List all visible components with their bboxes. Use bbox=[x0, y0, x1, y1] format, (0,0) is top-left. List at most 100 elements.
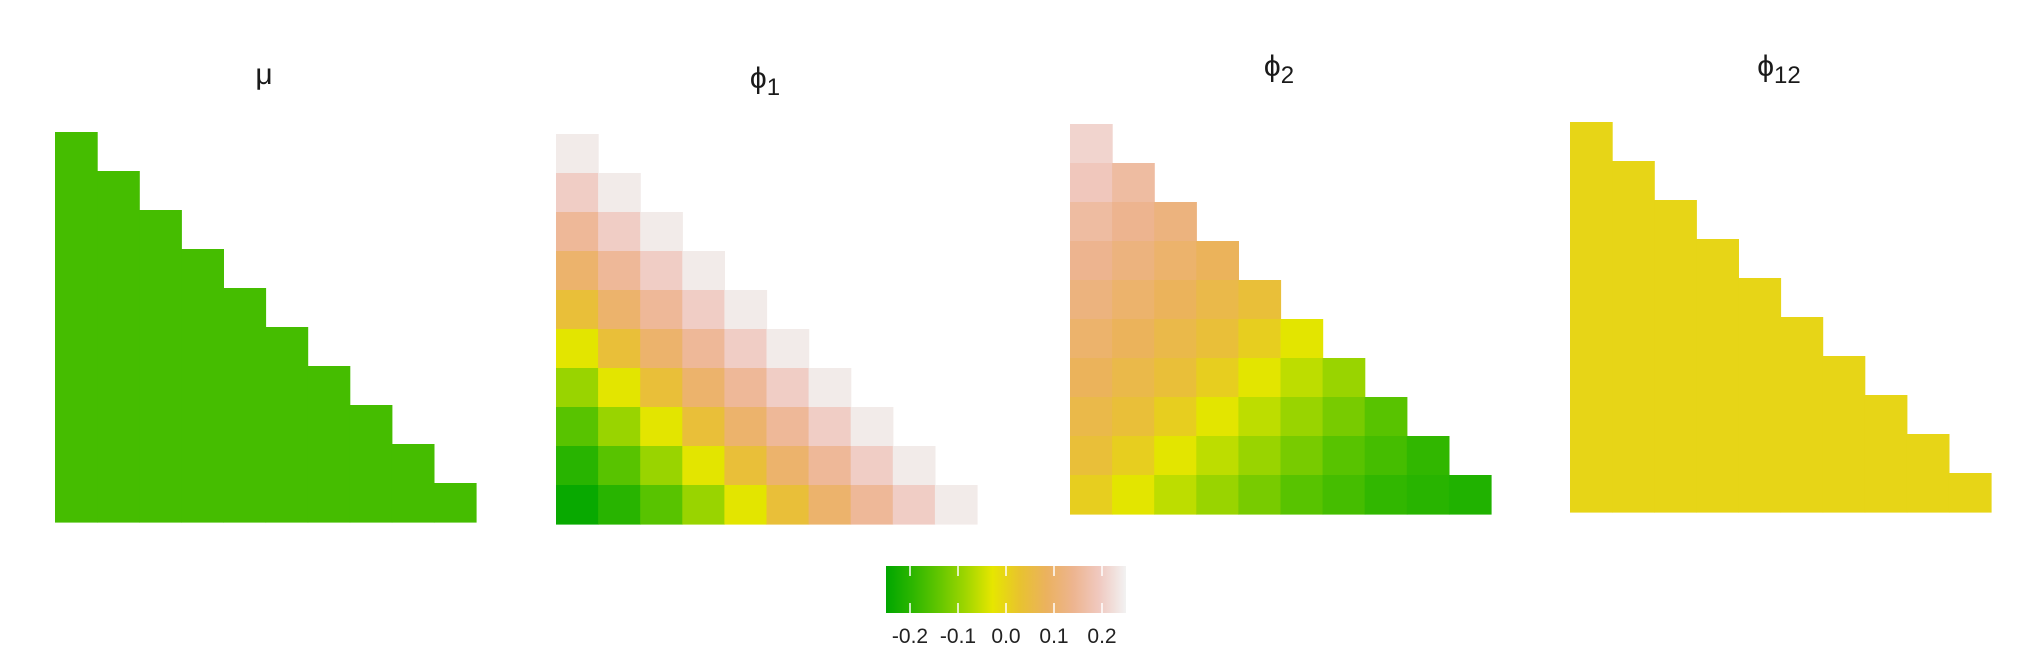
heatmap-cell bbox=[808, 368, 852, 408]
heatmap-cell bbox=[640, 485, 683, 525]
heatmap-cell bbox=[598, 485, 641, 525]
heatmap-cell bbox=[1780, 395, 1824, 435]
heatmap-panel: ϕ12 bbox=[1570, 50, 1992, 513]
heatmap-cell bbox=[1364, 436, 1408, 476]
heatmap-cell bbox=[1612, 317, 1655, 357]
heatmap-cell bbox=[1196, 358, 1239, 398]
heatmap-cell bbox=[1238, 280, 1282, 320]
heatmap-cell bbox=[808, 407, 852, 447]
heatmap-cell bbox=[181, 249, 224, 289]
heatmap-cell bbox=[1864, 395, 1908, 435]
heatmap-cell bbox=[1238, 475, 1282, 515]
heatmap-cell bbox=[223, 327, 267, 367]
heatmap-panel: ϕ1 bbox=[556, 62, 978, 525]
panel-title: ϕ2 bbox=[1264, 50, 1294, 89]
heatmap-cell bbox=[139, 288, 182, 328]
heatmap-cell bbox=[1112, 202, 1155, 242]
heatmap-cell bbox=[181, 405, 224, 445]
heatmap-cell bbox=[1238, 319, 1282, 359]
heatmap-cell bbox=[1154, 475, 1197, 515]
heatmap-cell bbox=[1612, 434, 1655, 474]
heatmap-cell bbox=[1406, 475, 1450, 515]
heatmap-cell bbox=[556, 485, 599, 525]
heatmap-cell bbox=[1112, 163, 1155, 203]
heatmap-cell bbox=[1696, 239, 1739, 279]
heatmap-cell bbox=[598, 368, 641, 408]
heatmap-cell bbox=[1154, 436, 1197, 476]
heatmap-cell bbox=[1738, 278, 1782, 318]
heatmap-cell bbox=[598, 251, 641, 291]
heatmap-cell bbox=[724, 485, 768, 525]
heatmap-cell bbox=[1238, 436, 1282, 476]
heatmap-cell bbox=[1906, 434, 1950, 474]
heatmap-cell bbox=[391, 444, 435, 484]
heatmap-cell bbox=[55, 444, 98, 484]
heatmap-cell bbox=[598, 173, 641, 213]
heatmap-cell bbox=[1196, 319, 1239, 359]
heatmap-cell bbox=[1196, 241, 1239, 281]
heatmap-cell bbox=[724, 329, 768, 369]
panel-title: ϕ12 bbox=[1757, 50, 1801, 89]
heatmap-cell bbox=[934, 485, 978, 525]
heatmap-cell bbox=[223, 405, 267, 445]
heatmap-cell bbox=[1070, 319, 1113, 359]
heatmap-cell bbox=[556, 368, 599, 408]
heatmap-cell bbox=[1070, 397, 1113, 437]
heatmap-cell bbox=[1112, 397, 1155, 437]
colorbar-legend: -0.2 -0.1 0.0 0.1 0.2 bbox=[886, 566, 1126, 648]
heatmap-cell bbox=[850, 485, 894, 525]
heatmap-cell bbox=[391, 483, 435, 523]
heatmap-cell bbox=[1906, 473, 1950, 513]
heatmap-cell bbox=[1570, 161, 1613, 201]
heatmap-cell bbox=[556, 446, 599, 486]
heatmap-cell bbox=[1280, 436, 1324, 476]
heatmap-cell bbox=[640, 290, 683, 330]
heatmap-cell bbox=[1654, 200, 1697, 240]
heatmap-cell bbox=[223, 483, 267, 523]
heatmap-cell bbox=[1948, 473, 1992, 513]
heatmap-cell bbox=[556, 134, 599, 174]
heatmap-cell bbox=[349, 483, 393, 523]
heatmap-cell bbox=[598, 290, 641, 330]
heatmap-cell bbox=[223, 288, 267, 328]
heatmap-cell bbox=[682, 407, 725, 447]
colorbar-tick-label: -0.2 bbox=[892, 625, 928, 648]
heatmap-cell bbox=[181, 483, 224, 523]
heatmap-cell bbox=[1696, 473, 1739, 513]
heatmap-cell bbox=[223, 444, 267, 484]
heatmap-cell bbox=[55, 483, 98, 523]
heatmap-cell bbox=[766, 485, 810, 525]
heatmap-cell bbox=[265, 483, 309, 523]
heatmap-cell bbox=[1196, 397, 1239, 437]
heatmap-cell bbox=[97, 210, 140, 250]
heatmap-cell bbox=[556, 251, 599, 291]
heatmap-cell bbox=[850, 407, 894, 447]
heatmap-cell bbox=[1070, 124, 1113, 164]
heatmap-cell bbox=[598, 407, 641, 447]
heatmap-cell bbox=[1322, 397, 1366, 437]
heatmap-cell bbox=[1154, 280, 1197, 320]
heatmap-cell bbox=[892, 485, 936, 525]
colorbar-tick-label: 0.0 bbox=[991, 625, 1020, 648]
heatmap-cell bbox=[265, 327, 309, 367]
heatmap-cell bbox=[598, 446, 641, 486]
heatmap-cell bbox=[640, 446, 683, 486]
heatmap-cell bbox=[1654, 434, 1697, 474]
heatmap-cell bbox=[598, 329, 641, 369]
panel-title-subscript: 1 bbox=[767, 74, 780, 101]
panel-title-symbol: ϕ bbox=[1264, 50, 1281, 83]
heatmap-cell bbox=[640, 368, 683, 408]
heatmap-cell bbox=[97, 483, 140, 523]
heatmap-cell bbox=[766, 407, 810, 447]
heatmap-cell bbox=[1696, 395, 1739, 435]
heatmap-cell bbox=[1112, 358, 1155, 398]
heatmap-cell bbox=[181, 444, 224, 484]
heatmap-cell bbox=[1780, 473, 1824, 513]
heatmap-cell bbox=[1612, 395, 1655, 435]
heatmap-cell bbox=[1570, 278, 1613, 318]
heatmap-cell bbox=[1570, 239, 1613, 279]
heatmap-cell bbox=[1238, 397, 1282, 437]
heatmap-cell bbox=[55, 288, 98, 328]
panel-title-subscript: 12 bbox=[1774, 62, 1801, 89]
